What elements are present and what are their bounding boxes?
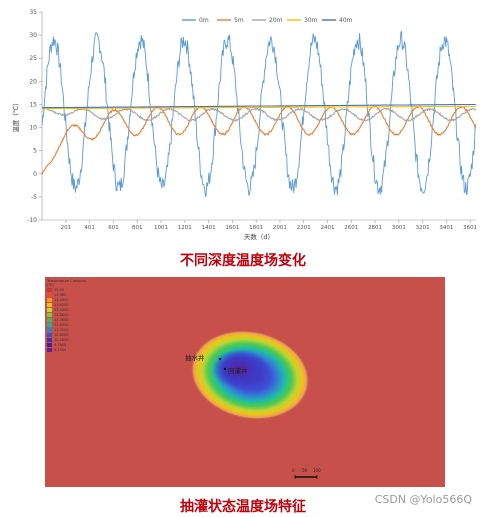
legend-row: 11.8400 [47,322,87,327]
temperature-line-chart: -10 -5 0 5 10 15 20 25 30 35 201 401 601 801 1001 1201 1… [0,0,486,240]
x-tick-label: 2201 [297,225,311,231]
y-tick-label: 35 [29,9,37,16]
caption-pump-inject-field: 抽灌状态温度场特征 [180,499,306,515]
x-tick-label: 801 [132,225,143,231]
legend-label-0m: 0m [199,17,209,24]
legend-swatch [47,287,52,292]
series-line-30m [42,105,476,110]
y-tick-label: -10 [27,217,37,224]
x-tick-label: 1201 [178,225,192,231]
legend-swatch [47,337,52,342]
series-line-0m [41,30,477,198]
legend-row: 15.50 [47,287,87,292]
x-tick-label: 2801 [368,225,382,231]
line-chart-svg: -10 -5 0 5 10 15 20 25 30 35 201 401 601 801 1001 1201 1… [11,9,477,240]
legend-row: 9.2400 [47,347,87,352]
plume-core [212,349,268,389]
legend-value: 14.4400 [54,297,69,302]
legend-label-30m: 30m [304,17,318,24]
legend-row: 13.9200 [47,302,87,307]
inject-well-marker [223,367,227,371]
y-tick-label: 30 [29,32,37,39]
x-tick-label: 1801 [249,225,263,231]
x-tick-label: 3601 [463,225,477,231]
legend-swatch [47,347,52,352]
x-tick-label: 3201 [416,225,430,231]
legend-row: 14.980 [47,292,87,297]
legend-row: 12.8800 [47,312,87,317]
x-tick-label: 1601 [225,225,239,231]
pump-well-marker [218,357,222,361]
legend-value: 9.2400 [54,347,67,352]
legend-value: 11.3200 [54,327,69,332]
legend-value: 10.2800 [54,337,69,342]
series-line-20m [41,106,477,123]
legend-row: 9.7600 [47,342,87,347]
legend-value: 11.8400 [54,322,69,327]
x-tick-label: 1001 [154,225,168,231]
y-tick-label: 0 [33,171,37,178]
legend-value: 13.4000 [54,307,69,312]
legend-swatch [47,317,52,322]
y-tick-label: 15 [29,101,37,108]
y-tick-label: -5 [31,194,37,201]
x-tick-label: 3001 [392,225,406,231]
series-line-5m [41,105,477,175]
legend-row: 12.3600 [47,317,87,322]
legend-swatch [47,302,52,307]
x-tick-label: 201 [61,225,72,231]
y-tick-label: 5 [33,148,37,155]
inject-well-label: 回灌井 [228,367,248,375]
scale-label-0: 0 [292,468,295,473]
legend-swatch [47,327,52,332]
y-tick-label: 25 [29,55,37,62]
legend-swatch [47,322,52,327]
x-axis-label: 天数（d） [244,232,274,240]
legend-value: 14.980 [54,292,67,297]
temperature-field-map: 0 50 100 Temperature Contours (℃) 15.50 1… [45,277,445,487]
legend-swatch [47,307,52,312]
watermark: CSDN @Yolo566Q [374,493,472,506]
legend-value: 12.8800 [54,312,69,317]
pump-well-label: 抽水井 [185,354,205,362]
y-axis-label: 温度（℃） [11,99,20,132]
legend-swatch [47,292,52,297]
legend-swatch [47,332,52,337]
legend-title: Temperature Contours [47,279,87,283]
legend-rows: 15.50 14.980 14.4400 13.9200 13.4000 12.8800 1… [47,287,87,352]
legend-value: 12.3600 [54,317,69,322]
legend-swatch [47,297,52,302]
series-line-40m [42,103,476,109]
field-legend: Temperature Contours (℃) 15.50 14.980 14.4… [47,279,87,352]
legend-value: 13.9200 [54,302,69,307]
x-tick-label: 3401 [439,225,453,231]
x-tick-label: 601 [108,225,119,231]
legend-value: 9.7600 [54,342,67,347]
scale-label-50: 50 [302,468,308,473]
legend-value: 10.8000 [54,332,69,337]
x-tick-label: 2401 [320,225,334,231]
legend-row: 13.4000 [47,307,87,312]
legend-label-20m: 20m [269,17,283,24]
x-tick-label: 2601 [344,225,358,231]
legend-value: 15.50 [54,287,65,292]
legend-label-5m: 5m [234,17,244,24]
scale-label-100: 100 [313,468,321,473]
x-tick-label: 2001 [273,225,287,231]
legend-row: 10.8000 [47,332,87,337]
legend-swatch [47,312,52,317]
legend-row: 11.3200 [47,327,87,332]
legend-swatch [47,342,52,347]
legend-row: 10.2800 [47,337,87,342]
legend-unit: (℃) [47,283,54,287]
legend-label-40m: 40m [339,17,353,24]
caption-depth-temperature: 不同深度温度场变化 [180,253,306,269]
x-tick-label: 1401 [202,225,216,231]
y-tick-label: 20 [29,78,37,85]
x-tick-label: 401 [84,225,95,231]
temperature-field-svg: 0 50 100 [190,330,321,479]
legend-row: 14.4400 [47,297,87,302]
y-tick-label: 10 [29,125,37,132]
